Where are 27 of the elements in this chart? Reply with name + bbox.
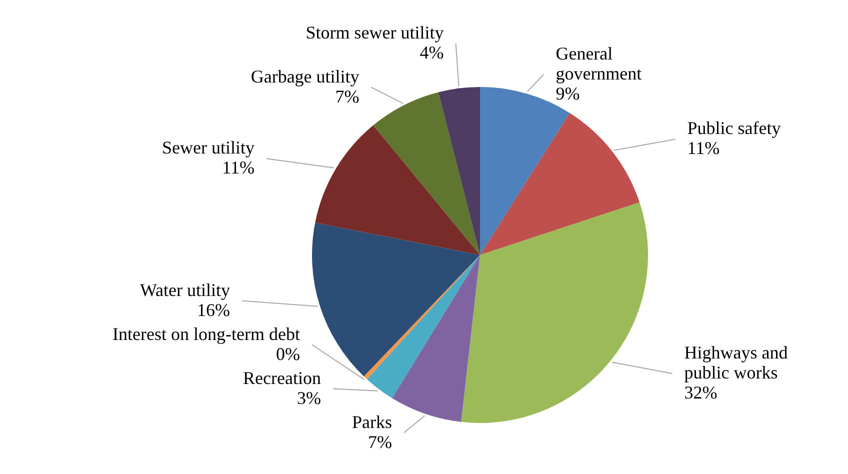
slice-label: Sewer utility bbox=[162, 138, 254, 158]
slice-label: Public safety bbox=[687, 118, 781, 138]
data-label: 11% bbox=[687, 138, 720, 158]
pie-slice bbox=[392, 255, 480, 422]
pie-slice bbox=[461, 202, 648, 423]
slice-label: Highways and public works bbox=[684, 342, 788, 383]
data-label: 3% bbox=[296, 388, 321, 408]
slice-label: Parks bbox=[352, 412, 392, 432]
data-label: 7% bbox=[368, 432, 392, 452]
slice-label: Garbage utility bbox=[250, 66, 360, 86]
data-label: 4% bbox=[420, 42, 444, 62]
pie-slice bbox=[366, 255, 480, 398]
data-label: 11% bbox=[222, 158, 254, 178]
data-label: 32% bbox=[684, 382, 718, 403]
slice-label: Water utility bbox=[140, 280, 230, 300]
pie-slice bbox=[373, 92, 480, 255]
slice-label: Recreation bbox=[243, 368, 321, 388]
pie-slice bbox=[315, 125, 480, 255]
slice-label: Storm sewer utility bbox=[306, 22, 444, 42]
slice-label: Interest on long-term debt bbox=[112, 324, 300, 344]
pie-slice bbox=[480, 112, 640, 255]
pie-slice bbox=[438, 87, 480, 255]
data-label: 0% bbox=[276, 344, 300, 364]
slice-label: General government bbox=[556, 43, 642, 84]
data-label: 16% bbox=[197, 300, 230, 320]
data-label: 7% bbox=[335, 86, 360, 106]
data-label: 9% bbox=[556, 83, 580, 104]
